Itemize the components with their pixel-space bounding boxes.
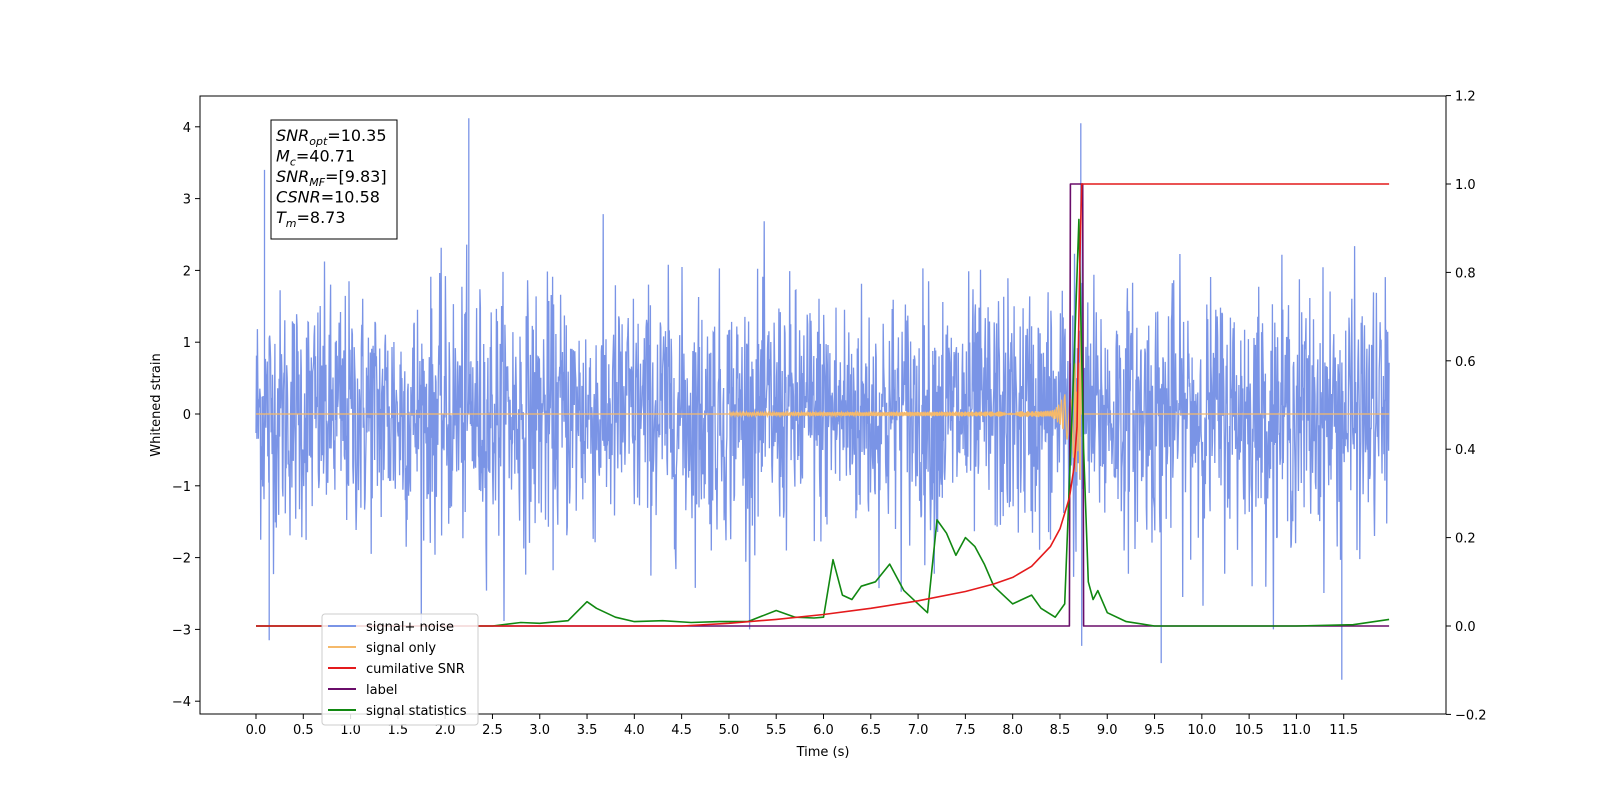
annotation-line: Tm=8.73 (276, 208, 346, 230)
series-signal-only-line (256, 313, 1390, 481)
x-axis-title: Time (s) (796, 745, 850, 760)
x-tick-label: 10.5 (1235, 723, 1264, 738)
signal-plus-noise-layer (255, 118, 1390, 680)
x-tick-label: 0.5 (293, 723, 314, 738)
y-axis-right: 1.2 1.0 0.8 0.6 0.4 0.2 0.0 −0.2 (1446, 90, 1487, 723)
x-tick-label: 7.5 (955, 723, 976, 738)
x-tick-label: 6.5 (860, 723, 881, 738)
annotation-box: SNRopt=10.35Mc=40.71SNRMF=[9.83]CSNR=10.… (270, 119, 398, 240)
x-tick-label: 3.0 (529, 723, 550, 738)
legend-label: cumilative SNR (366, 662, 465, 677)
y-left-tick-label: −4 (172, 695, 191, 710)
annotation-frame (270, 119, 398, 240)
x-tick-label: 11.5 (1329, 723, 1358, 738)
x-axis: 0.0 0.5 1.0 1.5 2.0 2.5 3.0 3.5 4.0 4.5 5.0 5.5 6.0 6… (246, 714, 1358, 738)
legend-label: signal statistics (366, 704, 467, 719)
x-tick-label: 8.5 (1050, 723, 1071, 738)
x-tick-label: 1.0 (340, 723, 361, 738)
x-tick-label: 2.5 (482, 723, 503, 738)
x-tick-label: 9.0 (1097, 723, 1118, 738)
y-left-tick-label: −2 (172, 552, 191, 567)
annotation-line: SNRopt=10.35 (276, 126, 387, 148)
y-right-tick-label: 1.2 (1455, 90, 1476, 105)
y-right-tick-label: 0.4 (1455, 443, 1476, 458)
legend-label: signal only (366, 641, 436, 656)
x-tick-label: 2.0 (435, 723, 456, 738)
x-tick-label: 5.0 (719, 723, 740, 738)
series-label-line (256, 183, 1390, 627)
series-signal-plus-noise-line (255, 118, 1390, 680)
x-tick-label: 9.5 (1144, 723, 1165, 738)
annotation-line: Mc=40.71 (276, 147, 355, 169)
y-left-tick-label: −1 (172, 480, 191, 495)
y-axis-left: 4 3 2 1 0 −1 −2 −3 −4 (172, 121, 200, 710)
y-right-tick-label: 0.8 (1455, 266, 1476, 281)
x-tick-label: 0.0 (246, 723, 267, 738)
y-left-tick-label: 0 (183, 408, 191, 423)
x-tick-label: 5.5 (766, 723, 787, 738)
x-tick-label: 1.5 (388, 723, 409, 738)
x-tick-label: 10.0 (1187, 723, 1216, 738)
x-tick-label: 4.5 (671, 723, 692, 738)
y-left-tick-label: 2 (183, 264, 191, 279)
annotation-line: CSNR=10.58 (276, 188, 380, 207)
signal-only-layer (256, 313, 1390, 481)
y-left-tick-label: 3 (183, 193, 191, 208)
annotation-line: SNRMF=[9.83] (276, 167, 387, 189)
x-tick-label: 7.0 (908, 723, 929, 738)
series-cumilative-snr-line (256, 183, 1390, 627)
y-right-tick-label: −0.2 (1455, 708, 1487, 723)
legend: signal+ noise signal only cumilative SNR la… (321, 613, 479, 726)
x-tick-label: 4.0 (624, 723, 645, 738)
x-tick-label: 3.5 (577, 723, 598, 738)
y-right-tick-label: 1.0 (1455, 178, 1476, 193)
series-signal-statistics-line (256, 218, 1390, 627)
legend-frame (321, 613, 479, 726)
legend-label: signal+ noise (366, 620, 454, 635)
y-axis-left-title: Whitened strain (149, 353, 164, 456)
y-left-tick-label: −3 (172, 623, 191, 638)
right-axis-series-layer (256, 183, 1390, 627)
legend-label: label (366, 683, 397, 698)
y-left-tick-label: 1 (183, 336, 191, 351)
x-tick-label: 8.0 (1002, 723, 1023, 738)
y-right-tick-label: 0.6 (1455, 355, 1476, 370)
y-left-tick-label: 4 (183, 121, 191, 136)
x-tick-label: 6.0 (813, 723, 834, 738)
y-right-tick-label: 0.0 (1455, 620, 1476, 635)
y-right-tick-label: 0.2 (1455, 532, 1476, 547)
x-tick-label: 11.0 (1282, 723, 1311, 738)
